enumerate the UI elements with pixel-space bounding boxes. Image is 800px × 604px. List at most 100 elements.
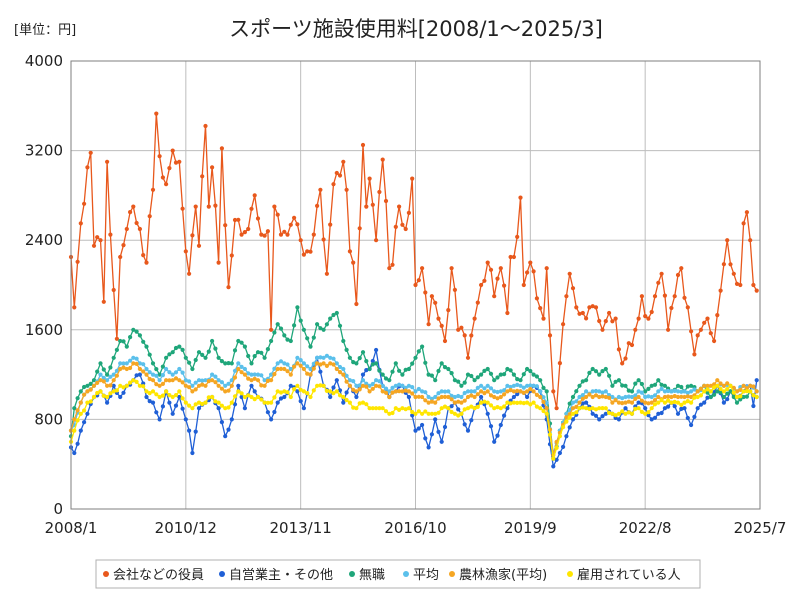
data-point	[426, 322, 431, 327]
data-point	[725, 391, 730, 396]
data-point	[210, 338, 215, 344]
data-point	[649, 400, 654, 405]
data-point	[236, 361, 241, 366]
data-point	[239, 232, 244, 237]
data-point	[144, 366, 149, 372]
data-point	[410, 413, 415, 418]
data-point	[98, 389, 103, 394]
data-point	[689, 394, 694, 400]
data-point	[459, 411, 464, 416]
data-point	[282, 229, 287, 234]
data-point	[377, 379, 382, 384]
plot-frame	[70, 60, 761, 510]
data-point	[666, 398, 671, 403]
data-point	[301, 252, 306, 257]
data-point	[505, 406, 510, 411]
data-point	[626, 388, 631, 393]
data-point	[265, 347, 270, 352]
data-point	[449, 266, 454, 271]
data-point	[508, 384, 513, 390]
data-point	[380, 157, 385, 162]
data-point	[511, 400, 516, 405]
data-point	[255, 378, 261, 383]
data-point	[288, 366, 293, 372]
data-point	[656, 411, 661, 416]
data-point	[278, 396, 284, 401]
data-point	[577, 400, 582, 405]
data-point	[177, 366, 182, 372]
x-tick-label: 2010/12	[155, 519, 217, 537]
data-point	[137, 361, 142, 366]
data-point	[131, 204, 136, 209]
data-point	[613, 316, 618, 321]
data-point	[229, 361, 234, 366]
data-point	[219, 146, 224, 151]
data-point	[226, 388, 231, 393]
data-point	[154, 373, 159, 378]
data-point	[590, 304, 595, 309]
data-point	[400, 389, 405, 394]
data-point	[82, 392, 87, 397]
data-point	[488, 403, 494, 408]
data-point	[744, 389, 750, 394]
data-point	[531, 400, 536, 405]
data-point	[210, 372, 215, 377]
data-point	[603, 366, 608, 372]
data-point	[682, 295, 687, 300]
data-point	[521, 282, 526, 288]
data-point	[626, 341, 631, 346]
data-point	[436, 410, 441, 415]
data-point	[383, 376, 389, 381]
data-point	[344, 379, 349, 384]
data-point	[328, 355, 333, 360]
data-point	[229, 378, 234, 383]
data-point	[88, 399, 93, 404]
data-point	[383, 409, 389, 414]
data-point	[154, 410, 159, 415]
data-point	[597, 394, 602, 400]
data-point	[347, 400, 352, 405]
data-point	[656, 394, 661, 400]
data-point	[285, 390, 290, 395]
data-point	[196, 406, 202, 411]
data-point	[439, 439, 444, 444]
data-point	[341, 400, 346, 405]
data-point	[410, 176, 415, 181]
data-point	[105, 383, 110, 388]
data-point	[219, 359, 224, 364]
data-point	[210, 394, 215, 400]
data-point	[406, 383, 411, 388]
data-point	[479, 383, 484, 388]
data-point	[95, 390, 100, 396]
data-point	[295, 383, 300, 388]
data-point	[288, 338, 293, 344]
data-point	[495, 433, 500, 438]
data-point	[206, 395, 211, 400]
data-point	[298, 238, 303, 243]
data-point	[88, 387, 93, 392]
data-point	[118, 394, 123, 400]
data-point	[334, 366, 339, 372]
data-point	[564, 294, 569, 299]
data-point	[295, 305, 300, 310]
data-point	[351, 379, 356, 384]
data-point	[521, 372, 526, 377]
data-point	[675, 394, 681, 400]
data-point	[508, 388, 513, 393]
data-point	[101, 299, 106, 304]
data-point	[744, 394, 750, 399]
data-point	[580, 310, 585, 316]
data-point	[442, 338, 448, 344]
data-point	[105, 394, 110, 400]
data-point	[150, 361, 156, 366]
data-point	[344, 390, 349, 395]
legend: 会社などの役員 自営業主・その他 無職 平均 農林漁家(平均) 雇用されている人	[95, 559, 701, 589]
data-point	[420, 389, 425, 394]
data-point	[150, 372, 156, 377]
data-point	[177, 344, 182, 349]
data-point	[216, 378, 221, 383]
data-point	[321, 361, 326, 366]
data-point	[187, 428, 192, 433]
x-tick-label: 2016/10	[384, 519, 446, 537]
data-point	[649, 394, 654, 400]
